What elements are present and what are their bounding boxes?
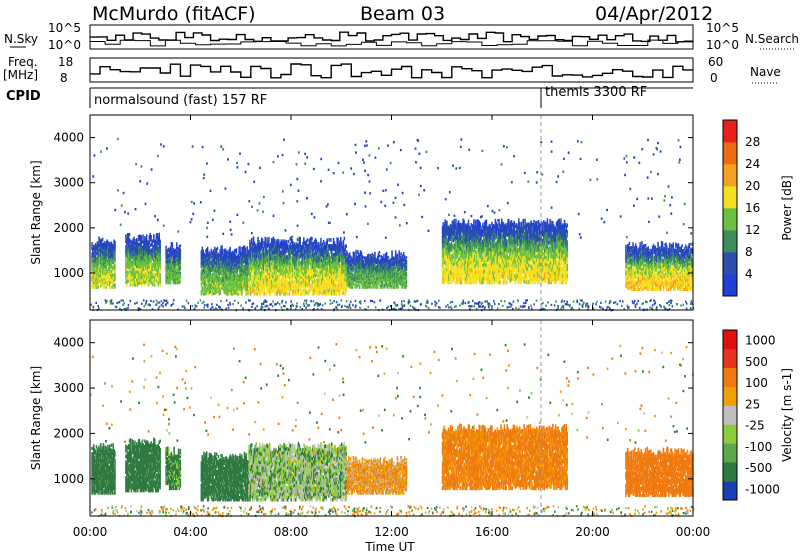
velocity-y-tick-label: 4000 xyxy=(53,336,84,350)
power-colorbar-swatch xyxy=(723,274,737,296)
velocity-colorbar-tick-label: 500 xyxy=(745,355,768,369)
velocity-y-tick-label: 3000 xyxy=(53,381,84,395)
velocity-colorbar-swatch xyxy=(723,368,737,387)
velocity-colorbar-tick-label: -25 xyxy=(745,419,765,433)
freq-strip: Freq. [MHz] 18 8 60 0 Nave xyxy=(3,55,781,85)
velocity-y-tick-label: 1000 xyxy=(53,472,84,486)
site-title: McMurdo (fitACF) xyxy=(92,3,256,25)
velocity-colorbar-swatch xyxy=(723,424,737,443)
nsearch-bottom-tick: 10^0 xyxy=(706,38,739,52)
noise-search-trace xyxy=(90,40,693,46)
velocity-colorbar: 1000 500 100 25 -25 -100 -500 -1000 Velocity [m … xyxy=(723,330,794,500)
freq-top-tick: 18 xyxy=(58,55,73,69)
power-colorbar-tick-label: 28 xyxy=(745,135,760,149)
x-tick-label: 20:00 xyxy=(575,525,610,539)
freq-unit-label: [MHz] xyxy=(3,68,38,82)
power-colorbar-tick-label: 20 xyxy=(745,179,760,193)
power-colorbar-swatch xyxy=(723,230,737,252)
x-tick-label: 08:00 xyxy=(274,525,309,539)
velocity-colorbar-tick-label: 25 xyxy=(745,397,760,411)
power-colorbar-swatch xyxy=(723,120,737,142)
x-tick-label: 12:00 xyxy=(374,525,409,539)
velocity-panel: 1000 2000 3000 4000 Slant Range [km] xyxy=(29,320,694,517)
power-colorbar-tick-label: 8 xyxy=(745,245,753,259)
velocity-colorbar-swatch xyxy=(723,349,737,368)
power-colorbar-swatch xyxy=(723,186,737,208)
power-y-tick-label: 3000 xyxy=(53,176,84,190)
power-colorbar-tick-label: 12 xyxy=(745,223,760,237)
velocity-echo-region-1 xyxy=(91,443,115,495)
velocity-colorbar-swatch xyxy=(723,406,737,425)
velocity-colorbar-swatch xyxy=(723,443,737,462)
power-echo-region-5 xyxy=(248,236,347,295)
velocity-colorbar-swatch xyxy=(723,481,737,500)
velocity-echo-region-6 xyxy=(346,456,407,495)
velocity-colorbar-title: Velocity [m s-1] xyxy=(780,368,794,462)
power-colorbar-swatch xyxy=(723,252,737,274)
cpid-label: CPID xyxy=(6,89,41,104)
power-y-tick-label: 2000 xyxy=(53,221,84,235)
x-tick-label: 16:00 xyxy=(475,525,510,539)
velocity-colorbar-tick-label: 1000 xyxy=(745,334,776,348)
velocity-colorbar-swatch xyxy=(723,462,737,481)
velocity-echo-region-5 xyxy=(248,442,347,502)
cpid-segment-1: normalsound (fast) 157 RF xyxy=(94,93,267,108)
x-tick-label: 00:00 xyxy=(676,525,711,539)
power-colorbar-swatch xyxy=(723,142,737,164)
nave-top-tick: 60 xyxy=(708,55,723,69)
power-colorbar: 4 8 12 16 20 24 28 Power [dB] xyxy=(723,120,794,296)
nsky-top-tick: 10^5 xyxy=(48,21,81,35)
power-colorbar-tick-label: 16 xyxy=(745,201,760,215)
x-tick-label: 04:00 xyxy=(173,525,208,539)
freq-trace xyxy=(90,64,693,78)
date-title: 04/Apr/2012 xyxy=(595,3,713,25)
nsky-bottom-tick: 10^0 xyxy=(48,38,81,52)
velocity-echo-region-8 xyxy=(625,447,693,497)
nave-bottom-tick: 0 xyxy=(710,71,718,85)
noise-strip: N.Sky 10^5 10^0 10^5 10^0 N.Search xyxy=(4,21,799,52)
power-colorbar-tick-label: 24 xyxy=(745,157,760,171)
x-axis-title: Time UT xyxy=(364,540,415,554)
freq-bottom-tick: 8 xyxy=(60,71,68,85)
velocity-y-axis-title: Slant Range [km] xyxy=(29,366,43,470)
nave-label: Nave xyxy=(750,65,781,79)
nsearch-top-tick: 10^5 xyxy=(706,21,739,35)
nsky-label: N.Sky xyxy=(4,32,38,46)
power-echo-region-7 xyxy=(442,218,568,284)
power-echo-region-1 xyxy=(91,236,115,288)
freq-label: Freq. xyxy=(8,55,38,69)
cpid-segment-2: themis 3300 RF xyxy=(545,85,647,100)
x-tick-label: 00:00 xyxy=(73,525,108,539)
velocity-colorbar-tick-label: -500 xyxy=(745,461,772,475)
power-y-axis-title: Slant Range [km] xyxy=(29,160,43,264)
power-y-tick-label: 1000 xyxy=(53,266,84,280)
velocity-colorbar-tick-label: -1000 xyxy=(745,482,780,496)
power-colorbar-title: Power [dB] xyxy=(780,175,794,240)
cpid-strip: CPID normalsound (fast) 157 RF themis 33… xyxy=(6,85,693,108)
velocity-colorbar-tick-label: -100 xyxy=(745,440,772,454)
velocity-colorbar-swatch xyxy=(723,387,737,406)
velocity-echo-region-2 xyxy=(125,438,161,493)
power-panel: 1000 2000 3000 4000 Slant Range [km] xyxy=(29,115,694,311)
power-echo-region-2 xyxy=(125,233,161,287)
nsearch-label: N.Search xyxy=(745,32,799,46)
velocity-colorbar-tick-label: 100 xyxy=(745,376,768,390)
power-y-tick-label: 4000 xyxy=(53,131,84,145)
power-colorbar-swatch xyxy=(723,164,737,186)
beam-title: Beam 03 xyxy=(360,3,445,25)
power-colorbar-swatch xyxy=(723,208,737,230)
power-echo-region-4 xyxy=(201,245,249,295)
velocity-colorbar-swatch xyxy=(723,330,737,349)
velocity-y-tick-label: 2000 xyxy=(53,426,84,440)
power-colorbar-tick-label: 4 xyxy=(745,267,753,281)
